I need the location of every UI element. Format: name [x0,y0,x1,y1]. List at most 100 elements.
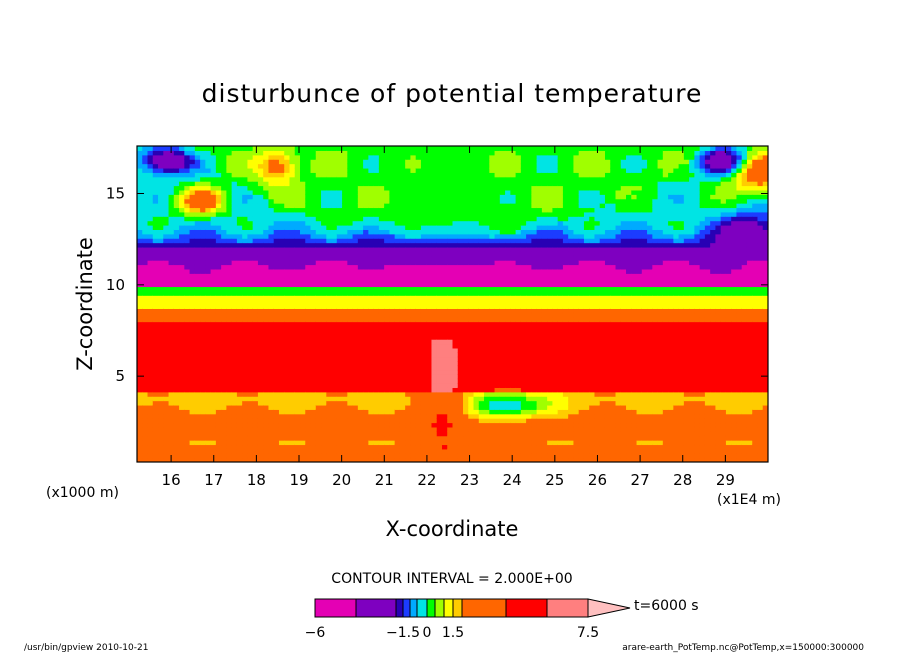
field-cell [173,343,180,349]
field-cell [426,282,433,288]
field-cell [494,154,501,160]
field-cell [399,198,406,204]
field-cell [189,418,196,424]
field-cell [452,181,459,187]
field-cell [278,154,285,160]
field-cell [289,387,296,393]
field-cell [331,334,338,340]
field-cell [373,255,380,261]
field-cell [142,185,149,191]
field-cell [457,453,464,459]
field-cell [352,347,359,353]
field-cell [342,290,348,296]
field-cell [194,352,201,358]
field-cell [478,251,485,257]
field-cell [163,325,170,331]
field-cell [231,225,238,230]
field-cell [478,290,485,296]
field-cell [242,146,249,151]
field-cell [394,312,401,318]
field-cell [384,172,390,178]
field-cell [494,378,501,384]
field-cell [252,203,259,209]
field-cell [147,426,154,432]
field-cell [137,238,143,244]
field-cell [310,330,317,336]
field-cell [331,374,338,380]
field-cell [257,159,264,165]
field-cell [152,312,159,318]
field-cell [373,352,380,358]
field-cell [310,167,317,173]
field-cell [352,198,359,204]
field-cell [142,198,149,204]
field-cell [478,198,485,204]
field-cell [226,312,233,318]
field-cell [426,246,433,252]
field-cell [447,163,454,169]
field-cell [373,339,380,345]
field-cell [357,391,364,397]
field-cell [268,325,275,331]
field-cell [252,172,259,178]
field-cell [363,229,369,235]
field-cell [158,211,164,217]
field-cell [357,378,364,384]
field-cell [205,325,212,331]
field-cell [273,251,280,257]
field-cell [147,369,154,375]
field-cell [384,238,390,244]
field-cell [489,282,496,288]
field-cell [268,304,275,309]
field-cell [336,448,343,454]
field-cell [368,396,375,402]
field-cell [252,317,259,323]
field-cell [447,374,454,380]
field-cell [294,387,301,393]
field-cell [200,339,206,345]
field-cell [273,339,280,345]
field-cell [137,299,143,305]
field-cell [405,220,412,226]
field-cell [494,347,501,353]
field-cell [499,457,506,462]
field-cell [499,444,506,450]
field-cell [336,369,343,375]
field-cell [305,268,312,274]
field-cell [452,440,459,446]
field-cell [394,330,401,336]
field-cell [257,286,264,292]
field-cell [226,404,233,410]
field-cell [399,159,406,165]
field-cell [137,260,143,266]
field-cell [378,304,385,309]
field-cell [410,404,417,410]
field-cell [278,361,285,367]
field-cell [278,347,285,353]
field-cell [331,431,338,437]
field-cell [263,317,270,323]
field-cell [347,159,354,165]
field-cell [347,251,354,257]
field-cell [236,167,243,173]
field-cell [473,146,480,151]
field-cell [463,172,469,178]
field-cell [478,334,485,340]
field-cell [331,268,338,274]
field-cell [152,391,159,397]
field-cell [268,361,275,367]
field-cell [431,198,438,204]
field-cell [189,396,196,402]
field-cell [215,339,222,345]
field-cell [394,282,401,288]
field-cell [137,440,143,446]
field-cell [342,150,348,156]
field-cell [163,282,170,288]
field-cell [147,321,154,327]
field-cell [468,167,475,173]
field-cell [494,167,501,173]
field-cell [315,185,322,191]
field-cell [478,295,485,301]
field-cell [357,453,364,459]
field-cell [173,383,180,388]
